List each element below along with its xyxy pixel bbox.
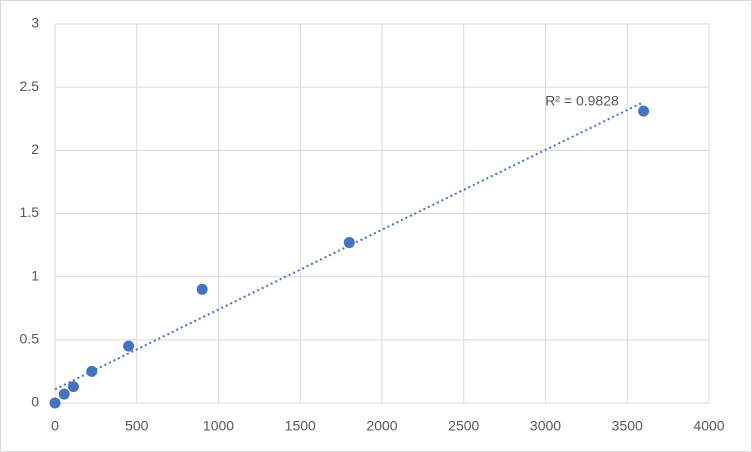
- trendline: [54, 101, 645, 391]
- y-tick-label: 0: [31, 394, 39, 410]
- y-tick-label: 2: [31, 141, 39, 157]
- x-tick-label: 1500: [285, 418, 316, 434]
- data-point: [123, 340, 135, 352]
- data-point: [86, 365, 98, 377]
- y-tick-label: 2.5: [20, 78, 40, 94]
- x-tick-label: 2000: [366, 418, 397, 434]
- data-point: [196, 283, 208, 295]
- x-tick-label: 1000: [203, 418, 234, 434]
- r-squared-annotation: R² = 0.9828: [545, 93, 619, 109]
- y-tick-label: 1: [31, 267, 39, 283]
- data-point: [638, 105, 650, 117]
- y-tick-label: 0.5: [20, 331, 40, 347]
- x-tick-label: 500: [125, 418, 149, 434]
- data-point: [343, 237, 355, 249]
- x-tick-label: 4000: [693, 418, 724, 434]
- x-tick-label: 2500: [448, 418, 479, 434]
- y-tick-label: 1.5: [20, 204, 40, 220]
- y-tick-label: 3: [31, 15, 39, 31]
- x-tick-label: 3500: [612, 418, 643, 434]
- x-tick-label: 0: [51, 418, 59, 434]
- data-point: [58, 388, 70, 400]
- x-tick-label: 3000: [530, 418, 561, 434]
- data-point: [49, 397, 61, 409]
- data-point: [67, 381, 79, 393]
